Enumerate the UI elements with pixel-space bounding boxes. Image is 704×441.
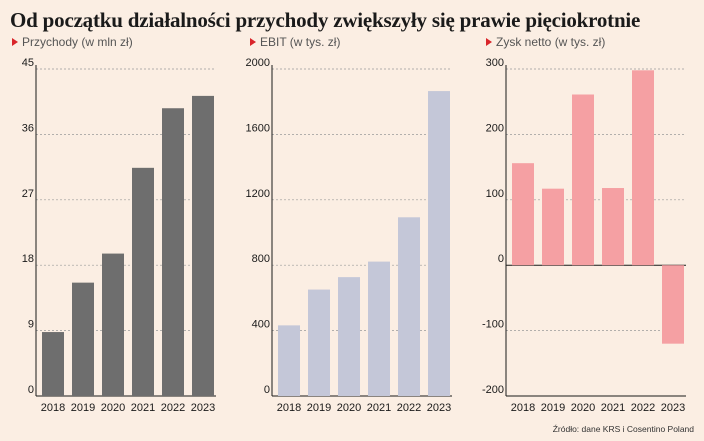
bar-2021 <box>368 261 390 396</box>
x-tick-label: 2020 <box>571 402 595 414</box>
triangle-marker-icon <box>12 38 18 46</box>
panel-label-ebit: EBIT (w tys. zł) <box>250 35 340 49</box>
x-tick-label: 2018 <box>41 402 65 414</box>
source-note: Źródło: dane KRS i Cosentino Poland <box>552 424 694 434</box>
bar-2023 <box>192 95 214 397</box>
x-tick-label: 2022 <box>397 402 421 414</box>
panel-label-revenue: Przychody (w mln zł) <box>12 35 133 49</box>
y-tick-label: 0 <box>498 253 504 265</box>
bar-2019 <box>308 289 330 396</box>
panel-label-text: EBIT (w tys. zł) <box>260 35 341 49</box>
bar-2023 <box>662 265 684 344</box>
y-tick-label: 45 <box>22 57 34 69</box>
x-tick-label: 2023 <box>191 402 215 414</box>
bar-2018 <box>42 332 64 396</box>
y-tick-label: 800 <box>252 253 270 265</box>
x-tick-label: 2019 <box>541 402 565 414</box>
panel-label-text: Przychody (w mln zł) <box>22 35 133 49</box>
bar-2020 <box>572 94 594 266</box>
bar-2018 <box>512 163 534 266</box>
y-tick-label: 400 <box>252 319 270 331</box>
y-tick-label: 2000 <box>246 57 270 69</box>
bar-2019 <box>542 188 564 266</box>
y-tick-label: 100 <box>486 188 504 200</box>
bar-2021 <box>602 188 624 266</box>
x-tick-label: 2018 <box>277 402 301 414</box>
bar-2021 <box>132 167 154 396</box>
bar-2020 <box>338 277 360 396</box>
bar-2022 <box>632 70 654 266</box>
y-tick-label: 1200 <box>246 188 270 200</box>
x-tick-label: 2019 <box>307 402 331 414</box>
bar-2022 <box>162 108 184 397</box>
y-tick-label: 9 <box>28 319 34 331</box>
bar-2019 <box>72 282 94 396</box>
chart-title: Od początku działalności przychody zwięk… <box>10 8 641 32</box>
x-tick-label: 2018 <box>511 402 535 414</box>
y-tick-label: -100 <box>482 319 504 331</box>
x-tick-label: 2023 <box>661 402 685 414</box>
y-tick-label: 1600 <box>246 122 270 134</box>
y-tick-label: -200 <box>482 384 504 396</box>
x-tick-label: 2021 <box>131 402 155 414</box>
bar-2020 <box>102 253 124 396</box>
panel-label-text: Zysk netto (w tys. zł) <box>496 35 606 49</box>
y-tick-label: 300 <box>486 57 504 69</box>
y-tick-label: 27 <box>22 188 34 200</box>
x-tick-label: 2020 <box>337 402 361 414</box>
y-tick-label: 18 <box>22 253 34 265</box>
y-tick-label: 0 <box>28 384 34 396</box>
bar-2018 <box>278 325 300 396</box>
panel-label-net-profit: Zysk netto (w tys. zł) <box>486 35 605 49</box>
x-tick-label: 2022 <box>631 402 655 414</box>
x-tick-label: 2020 <box>101 402 125 414</box>
y-tick-label: 200 <box>486 122 504 134</box>
y-tick-label: 0 <box>264 384 270 396</box>
bar-2022 <box>398 217 420 396</box>
x-tick-label: 2023 <box>427 402 451 414</box>
x-tick-label: 2021 <box>367 402 391 414</box>
x-tick-label: 2021 <box>601 402 625 414</box>
y-tick-label: 36 <box>22 122 34 134</box>
x-tick-label: 2019 <box>71 402 95 414</box>
x-tick-label: 2022 <box>161 402 185 414</box>
triangle-marker-icon <box>486 38 492 46</box>
bar-2023 <box>428 91 450 396</box>
triangle-marker-icon <box>250 38 256 46</box>
